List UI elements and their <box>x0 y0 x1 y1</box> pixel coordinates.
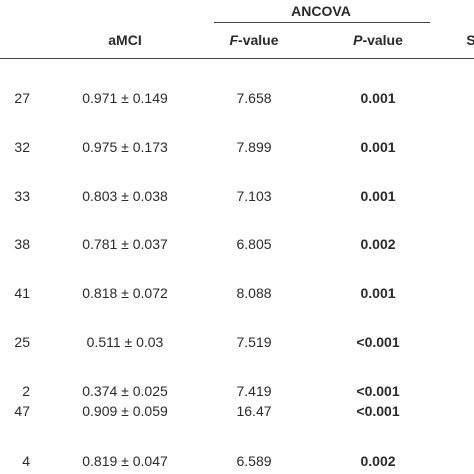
cell: 0.819 ± 0.047 <box>82 453 168 469</box>
cell: <0.001 <box>356 383 400 399</box>
clipped-cell: 38 <box>14 236 30 252</box>
clipped-cell: 25 <box>14 334 30 350</box>
column-header: S <box>466 32 474 48</box>
cell: 0.001 <box>360 188 396 204</box>
cell: 7.899 <box>236 139 272 155</box>
header-rule <box>0 58 474 59</box>
column-header-rest: -value <box>362 32 403 48</box>
cell: 0.909 ± 0.059 <box>82 403 168 419</box>
cell: 7.519 <box>236 334 272 350</box>
cell: 0.001 <box>360 285 396 301</box>
cell: 0.002 <box>360 453 396 469</box>
cell: 7.658 <box>236 90 272 106</box>
cell: 0.001 <box>360 139 396 155</box>
clipped-cell: 32 <box>14 139 30 155</box>
column-header-italic: F <box>229 32 239 48</box>
cell: <0.001 <box>356 403 400 419</box>
cell: 0.781 ± 0.037 <box>82 236 168 252</box>
cell: 0.975 ± 0.173 <box>82 139 168 155</box>
cell: 7.103 <box>236 188 272 204</box>
column-header: F-value <box>229 32 278 48</box>
cell: 0.374 ± 0.025 <box>82 383 168 399</box>
clipped-cell: 33 <box>14 188 30 204</box>
cell: 6.805 <box>236 236 272 252</box>
column-header: aMCI <box>108 32 142 48</box>
cell: 16.47 <box>236 403 272 419</box>
clipped-cell: 41 <box>14 285 30 301</box>
cell: 0.001 <box>360 90 396 106</box>
column-header: P-value <box>353 32 403 48</box>
cell: 8.088 <box>236 285 272 301</box>
cell: 0.971 ± 0.149 <box>82 90 168 106</box>
column-header-rest: -value <box>238 32 279 48</box>
column-header-italic: P <box>353 32 363 48</box>
cell: 0.511 ± 0.03 <box>86 334 164 350</box>
cell: <0.001 <box>356 334 400 350</box>
cell: 0.818 ± 0.072 <box>82 285 168 301</box>
clipped-cell: 27 <box>14 90 30 106</box>
group-header: ANCOVA <box>291 3 351 19</box>
cell: 7.419 <box>236 383 272 399</box>
cell: 0.803 ± 0.038 <box>82 188 168 204</box>
group-rule <box>214 22 430 23</box>
clipped-cell: 4 <box>22 453 30 469</box>
cell: 6.589 <box>236 453 272 469</box>
clipped-cell: 2 <box>22 383 30 399</box>
cell: 0.002 <box>360 236 396 252</box>
clipped-cell: 47 <box>14 403 30 419</box>
